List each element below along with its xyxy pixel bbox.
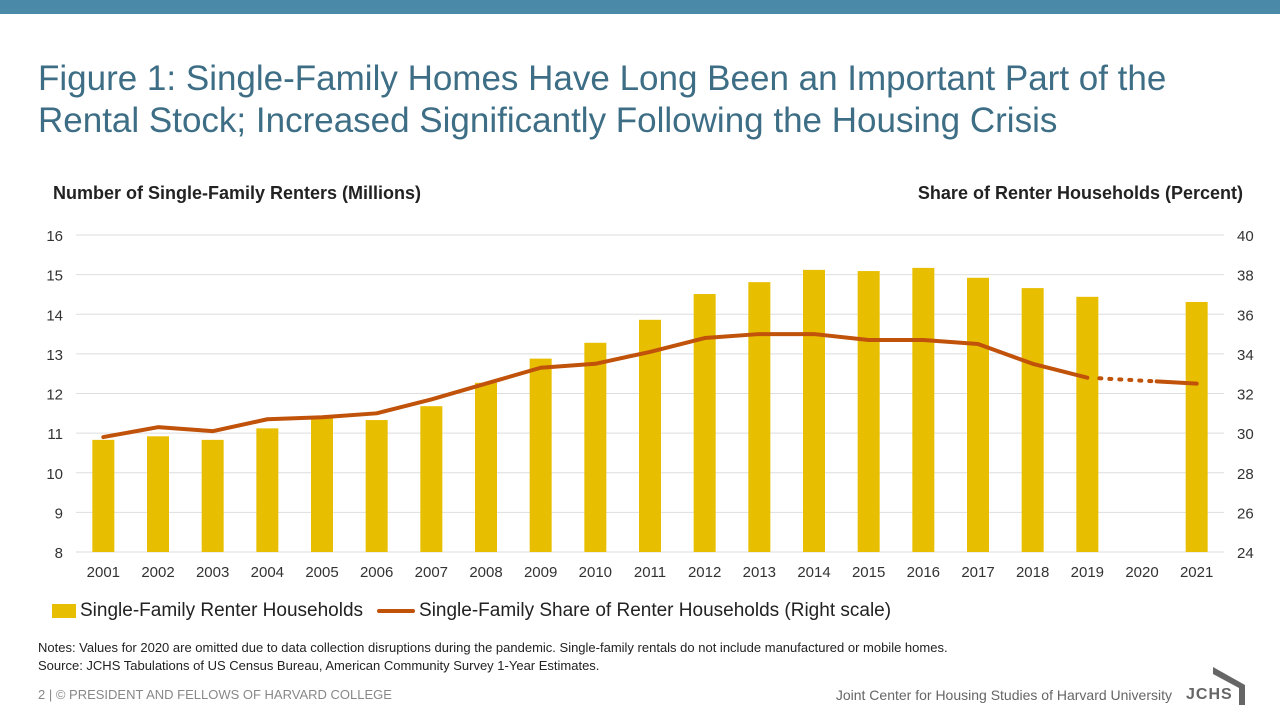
left-axis-ticks: 16 15 14 13 12 11 10 9 8	[46, 228, 63, 562]
x-tick-label: 2001	[87, 564, 120, 581]
bar	[311, 418, 333, 552]
left-tick-label: 8	[55, 545, 63, 562]
bar	[92, 439, 115, 552]
x-tick-label: 2014	[797, 564, 830, 581]
x-tick-label: 2009	[524, 564, 557, 581]
left-tick-label: 14	[46, 307, 63, 324]
right-tick-label: 30	[1237, 426, 1254, 443]
x-tick-label: 2015	[852, 564, 885, 581]
x-tick-label: 2004	[251, 564, 284, 581]
chart-svg: 16 15 14 13 12 11 10 9 8 40 38 36 34 32 30 28 26 24 2001…	[46, 228, 1254, 581]
legend: Single-Family Renter Households Single-F…	[52, 600, 891, 622]
legend-item-bars: Single-Family Renter Households	[52, 600, 363, 622]
bar	[1021, 288, 1044, 552]
x-tick-label: 2007	[415, 564, 448, 581]
right-tick-label: 36	[1237, 307, 1254, 324]
x-tick-label: 2006	[360, 564, 393, 581]
bar	[639, 319, 661, 552]
bar	[693, 294, 716, 552]
x-tick-label: 2011	[634, 564, 666, 581]
right-tick-label: 24	[1237, 545, 1254, 562]
series-line	[1154, 379, 1199, 386]
x-tick-label: 2010	[579, 564, 612, 581]
x-tick-label: 2017	[961, 564, 994, 581]
x-tick-label: 2002	[141, 564, 174, 581]
footer-copyright: 2 | © PRESIDENT AND FELLOWS OF HARVARD C…	[38, 687, 392, 702]
left-tick-label: 9	[55, 505, 63, 522]
right-tick-label: 40	[1237, 228, 1254, 245]
x-tick-label: 2008	[469, 564, 502, 581]
right-axis-title: Share of Renter Households (Percent)	[917, 183, 1243, 203]
bar	[475, 382, 497, 552]
series-line	[101, 332, 1090, 440]
bar	[365, 420, 388, 552]
top-accent-bar	[0, 0, 1280, 14]
right-tick-label: 38	[1237, 268, 1254, 285]
source-line: Source: JCHS Tabulations of US Census Bu…	[38, 658, 600, 673]
left-axis-title: Number of Single-Family Renters (Million…	[53, 183, 422, 203]
left-tick-label: 16	[46, 228, 63, 245]
jchs-logo-icon	[1213, 667, 1245, 705]
left-tick-label: 10	[46, 466, 63, 483]
left-tick-label: 12	[46, 387, 63, 404]
bar	[967, 277, 989, 552]
legend-bar-swatch	[52, 604, 76, 618]
bar	[256, 428, 279, 552]
x-tick-label: 2018	[1016, 564, 1049, 581]
x-tick-label: 2020	[1125, 564, 1158, 581]
right-tick-label: 28	[1237, 466, 1254, 483]
x-tick-label: 2005	[305, 564, 338, 581]
jchs-logo-text: JCHS	[1186, 686, 1233, 703]
bar	[1076, 296, 1099, 552]
legend-bar-label: Single-Family Renter Households	[80, 600, 364, 621]
x-tick-label: 2016	[907, 564, 940, 581]
footer-org-name: Joint Center for Housing Studies of Harv…	[835, 687, 1172, 703]
bar	[803, 269, 825, 552]
bar	[1185, 301, 1208, 552]
left-tick-label: 11	[47, 426, 63, 443]
x-tick-label: 2021	[1180, 564, 1213, 581]
bar	[857, 271, 880, 552]
bar	[748, 282, 771, 552]
notes-line: Notes: Values for 2020 are omitted due t…	[38, 640, 948, 655]
series-line-gap-dotted	[1097, 376, 1159, 384]
right-tick-label: 34	[1237, 347, 1254, 364]
bar-series	[92, 267, 1208, 552]
x-tick-label: 2003	[196, 564, 229, 581]
bar	[201, 439, 224, 552]
right-axis-ticks: 40 38 36 34 32 30 28 26 24	[1237, 228, 1254, 562]
right-tick-label: 26	[1237, 505, 1254, 522]
legend-line-label: Single-Family Share of Renter Households…	[419, 600, 892, 621]
line-series	[101, 332, 1199, 440]
bar	[529, 358, 552, 552]
bar	[584, 342, 607, 552]
x-tick-label: 2019	[1071, 564, 1104, 581]
legend-line-swatch	[377, 609, 416, 613]
legend-item-line: Single-Family Share of Renter Households…	[363, 600, 891, 622]
x-tick-label: 2012	[688, 564, 721, 581]
right-tick-label: 32	[1237, 387, 1254, 404]
notes: Notes: Values for 2020 are omitted due t…	[38, 639, 948, 675]
bar	[147, 436, 169, 552]
bar	[912, 267, 935, 552]
x-axis-ticks: 2001 2002 2003 2004 2005 2006 2007 2008 2009 2010…	[87, 564, 1214, 581]
left-tick-label: 13	[46, 347, 63, 364]
bar	[420, 406, 443, 552]
left-tick-label: 15	[46, 268, 63, 285]
page-title: Figure 1: Single-Family Homes Have Long …	[38, 59, 1167, 140]
x-tick-label: 2013	[743, 564, 776, 581]
